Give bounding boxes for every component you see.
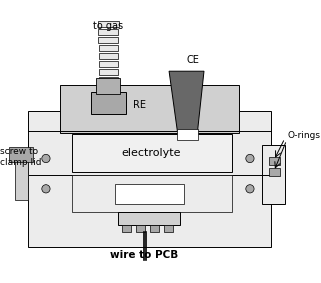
Bar bbox=[28, 111, 271, 247]
Bar bbox=[99, 29, 118, 35]
Circle shape bbox=[42, 185, 50, 193]
Text: screw to
clamp lid: screw to clamp lid bbox=[0, 147, 41, 167]
Bar bbox=[164, 225, 173, 232]
Bar bbox=[117, 212, 180, 225]
Text: electrolyte: electrolyte bbox=[122, 148, 181, 158]
Bar bbox=[99, 77, 118, 83]
Circle shape bbox=[246, 154, 254, 163]
Bar bbox=[72, 175, 232, 212]
Bar bbox=[99, 53, 118, 59]
Bar bbox=[15, 158, 28, 200]
Bar bbox=[115, 184, 184, 204]
Bar bbox=[99, 69, 118, 75]
Text: CE: CE bbox=[187, 55, 199, 65]
Bar bbox=[97, 78, 120, 94]
Bar bbox=[91, 92, 126, 114]
Bar bbox=[99, 61, 118, 67]
Bar bbox=[9, 147, 33, 162]
Bar bbox=[136, 225, 145, 232]
Bar bbox=[60, 85, 239, 133]
Text: vacuum: vacuum bbox=[123, 215, 162, 226]
Text: to gas: to gas bbox=[93, 21, 124, 31]
Circle shape bbox=[42, 154, 50, 163]
Text: RE: RE bbox=[133, 100, 146, 110]
Bar bbox=[177, 129, 197, 140]
Polygon shape bbox=[169, 71, 204, 131]
Bar bbox=[122, 225, 131, 232]
Bar bbox=[99, 45, 118, 51]
Bar bbox=[150, 225, 159, 232]
Bar bbox=[98, 21, 118, 27]
Bar bbox=[269, 157, 280, 165]
Bar bbox=[99, 37, 118, 43]
Bar bbox=[269, 168, 280, 176]
Bar bbox=[72, 134, 232, 172]
Text: wire to PCB: wire to PCB bbox=[110, 250, 178, 260]
Text: O-rings: O-rings bbox=[288, 131, 321, 140]
Circle shape bbox=[246, 185, 254, 193]
Bar bbox=[262, 145, 285, 204]
